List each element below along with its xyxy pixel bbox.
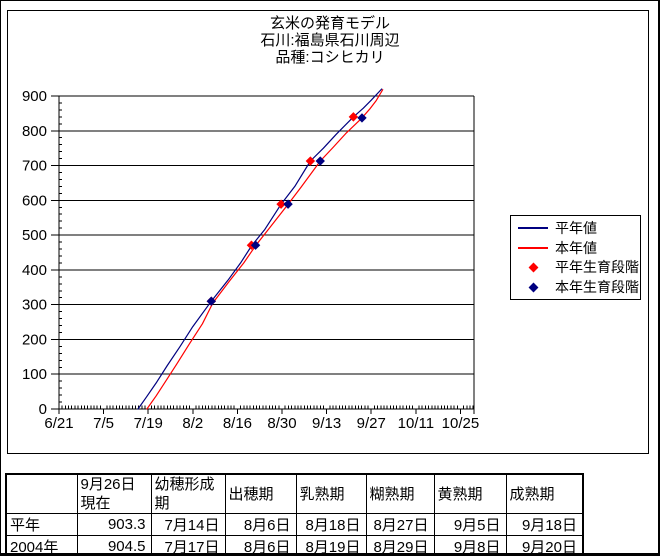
table-row-label: 平年 (5, 513, 78, 536)
y-tick-label: 100 (22, 366, 47, 383)
legend-item: 平年値 (511, 218, 640, 237)
heinen-value-line (137, 88, 383, 410)
axes (58, 96, 475, 410)
x-tick-label: 9/13 (312, 415, 341, 432)
y-tick-label: 0 (39, 401, 47, 418)
chart-title-line2: 石川:福島県石川周辺 (260, 32, 400, 49)
x-tick-label: 10/11 (398, 415, 434, 432)
chart-title-line3: 品種:コシヒカリ (275, 49, 385, 66)
chart-title-line1: 玄米の発育モデル (269, 15, 390, 32)
x-tick-label: 8/16 (223, 415, 252, 432)
table-cell: 9月18日 (505, 513, 584, 536)
legend-label: 平年値 (555, 219, 597, 236)
x-axis-ticks (58, 405, 475, 414)
x-tick-label: 8/2 (182, 415, 203, 432)
table-cell: 7月14日 (150, 513, 226, 536)
x-tick-label: 6/21 (44, 415, 73, 432)
legend-item: 本年値 (511, 238, 640, 257)
table-row: 平年 903.3 7月14日 8月6日 8月18日 8月27日 9月5日 9月18日 (5, 513, 584, 536)
legend-line-swatch-icon (511, 246, 555, 249)
table-header-cell: 9月26日現在 (76, 473, 152, 514)
legend-diamond-icon (511, 262, 555, 273)
x-tick-label: 7/19 (134, 415, 163, 432)
table-header-cell: 黄熟期 (433, 473, 507, 514)
table-cell: 7月17日 (150, 535, 226, 553)
x-axis-labels: 6/21 7/5 7/19 8/2 8/16 8/30 9/13 9/27 10/11 10/25 (44, 415, 479, 432)
stage-marker-diamond (206, 296, 216, 306)
table-cell: 8月29日 (365, 535, 435, 553)
legend-label: 本年生育段階 (555, 279, 639, 296)
table-cell: 8月6日 (224, 513, 297, 536)
x-tick-label: 8/30 (267, 415, 296, 432)
chart-title: 玄米の発育モデル 石川:福島県石川周辺 品種:コシヒカリ (1, 15, 658, 66)
stage-marker-diamond (357, 113, 367, 123)
table-cell: 8月27日 (365, 513, 435, 536)
table-header-cell (5, 473, 78, 514)
legend-diamond-icon (511, 282, 555, 293)
stage-marker-diamond (276, 199, 286, 209)
table-header-cell: 糊熟期 (365, 473, 435, 514)
y-tick-label: 800 (22, 123, 47, 140)
table-cell: 903.3 (76, 513, 152, 536)
x-tick-label: 10/25 (442, 415, 480, 432)
table-header-cell: 幼穂形成期 (150, 473, 226, 514)
legend-item: 平年生育段階 (511, 258, 640, 277)
x-tick-label: 9/27 (357, 415, 386, 432)
table-header-cell: 乳熟期 (295, 473, 367, 514)
legend-line-swatch-icon (511, 226, 555, 229)
honnen-value-line (146, 89, 384, 410)
stage-marker-diamond (348, 112, 359, 122)
table-cell: 904.5 (76, 535, 152, 553)
table-cell: 8月19日 (295, 535, 367, 553)
y-axis-labels: 0 100 200 300 400 500 600 700 800 900 (22, 88, 47, 418)
heinen-stage-markers (206, 112, 359, 306)
legend-label: 本年値 (555, 239, 597, 256)
y-tick-label: 400 (22, 262, 47, 279)
y-gridlines (59, 95, 474, 375)
y-axis-ticks (51, 95, 62, 410)
y-tick-label: 900 (22, 88, 47, 105)
legend-label: 平年生育段階 (555, 259, 639, 276)
legend-item: 本年生育段階 (511, 278, 640, 297)
stage-marker-diamond (315, 156, 325, 166)
table-cell: 9月5日 (433, 513, 507, 536)
y-tick-label: 200 (22, 331, 47, 348)
table-cell: 8月18日 (295, 513, 367, 536)
table-header-row: 9月26日現在 幼穂形成期 出穂期 乳熟期 糊熟期 黄熟期 成熟期 (5, 473, 584, 514)
table-header-cell: 成熟期 (505, 473, 584, 514)
y-tick-label: 600 (22, 192, 47, 209)
stage-marker-diamond (250, 240, 261, 250)
y-tick-label: 300 (22, 297, 47, 314)
table-cell: 8月6日 (224, 535, 297, 553)
y-tick-label: 500 (22, 227, 47, 244)
stage-marker-diamond (305, 156, 316, 166)
table-cell: 9月20日 (505, 535, 584, 553)
table-row-label: 2004年 (5, 535, 78, 553)
table-cell: 9月8日 (433, 535, 507, 553)
honnen-stage-markers (206, 113, 367, 306)
x-tick-label: 7/5 (93, 415, 114, 432)
growth-stage-table: 9月26日現在 幼穂形成期 出穂期 乳熟期 糊熟期 黄熟期 成熟期 平年 903.3 7月14日 8… (5, 473, 584, 553)
y-tick-label: 700 (22, 158, 47, 175)
table-row: 2004年 904.5 7月17日 8月6日 8月19日 8月29日 9月8日 9月20日 (5, 535, 584, 553)
chart-legend: 平年値本年値平年生育段階 本年生育段階 (510, 215, 641, 300)
stage-marker-diamond (283, 199, 293, 209)
table-header-cell: 出穂期 (224, 473, 297, 514)
